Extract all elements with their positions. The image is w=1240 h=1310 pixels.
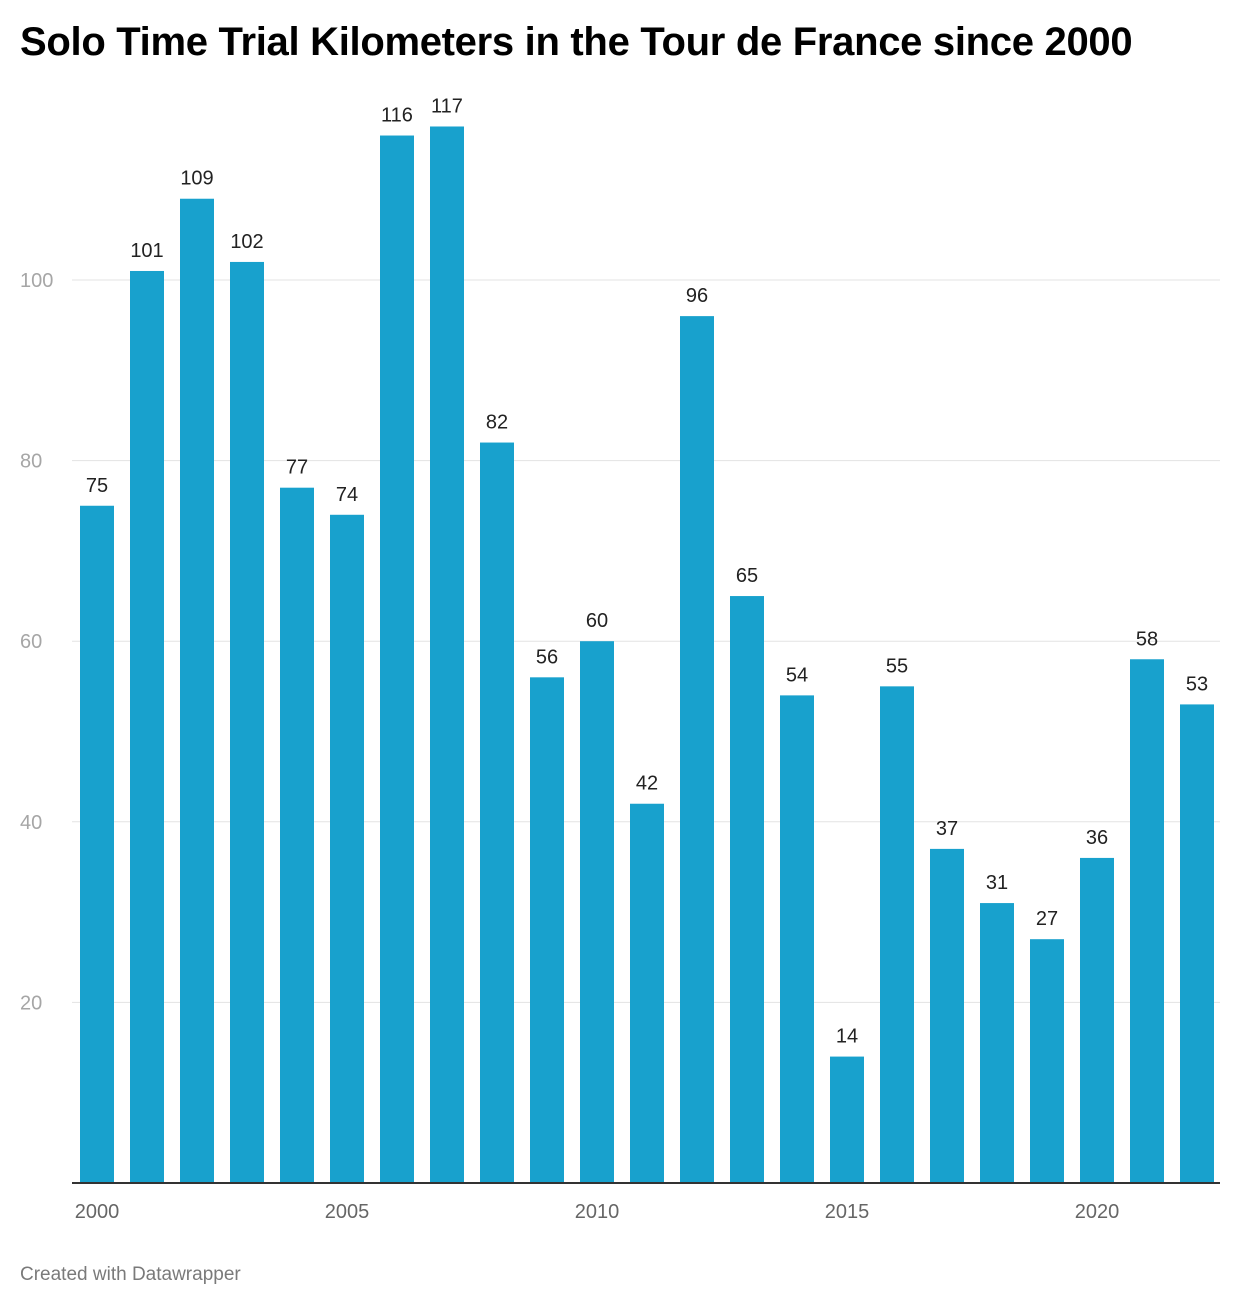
bar-2002	[180, 198, 214, 1184]
bar-2006	[380, 135, 414, 1183]
x-tick-label: 2020	[1075, 1201, 1120, 1223]
data-label: 53	[1186, 673, 1208, 695]
bar-2007	[430, 126, 464, 1184]
data-label: 58	[1136, 628, 1158, 650]
bar-2014	[780, 695, 814, 1183]
bar-2022	[1180, 704, 1214, 1183]
x-tick-label: 2000	[75, 1201, 120, 1223]
bar-2015	[830, 1056, 864, 1183]
x-axis-ticks: 2000 2005 2010 2015 2020	[75, 1201, 1120, 1223]
bar-2010	[580, 641, 614, 1183]
bar-2012	[680, 316, 714, 1183]
bar-2020	[1080, 857, 1114, 1183]
bar-2018	[980, 903, 1014, 1183]
data-label: 75	[86, 475, 108, 497]
bar-2003	[230, 261, 264, 1183]
data-label: 60	[586, 610, 608, 632]
data-label: 96	[686, 285, 708, 307]
data-label: 36	[1086, 827, 1108, 849]
bar-2016	[880, 686, 914, 1183]
data-label: 54	[786, 664, 808, 686]
y-axis-ticks: 20 40 60 80 100	[20, 270, 53, 1014]
bar-2021	[1130, 659, 1164, 1183]
bar-2011	[630, 803, 664, 1183]
data-label: 37	[936, 818, 958, 840]
data-label: 56	[536, 646, 558, 668]
data-label: 116	[381, 105, 413, 127]
x-tick-label: 2010	[575, 1201, 620, 1223]
bar-2008	[480, 442, 514, 1183]
y-tick-label: 20	[20, 992, 42, 1014]
bar-2019	[1030, 939, 1064, 1183]
data-label: 65	[736, 565, 758, 587]
data-label: 82	[486, 412, 508, 434]
data-labels: 75 101 109 102 77 74 116 117 82 56 60 42 96 65 54 14 55 3…	[86, 95, 1208, 1047]
data-label: 74	[336, 484, 358, 506]
y-tick-label: 60	[20, 631, 42, 653]
bar-2005	[330, 514, 364, 1183]
data-label: 42	[636, 773, 658, 795]
data-label: 55	[886, 655, 908, 677]
y-tick-label: 40	[20, 812, 42, 834]
y-tick-label: 100	[20, 270, 53, 292]
chart-title: Solo Time Trial Kilometers in the Tour d…	[20, 20, 1133, 64]
bar-2004	[280, 487, 314, 1183]
data-label: 101	[130, 240, 163, 262]
data-label: 102	[230, 231, 263, 253]
data-label: 27	[1036, 908, 1058, 930]
y-tick-label: 80	[20, 451, 42, 473]
bar-2009	[530, 677, 564, 1183]
bar-2001	[130, 270, 164, 1184]
data-label: 109	[180, 168, 213, 190]
x-tick-label: 2015	[825, 1201, 870, 1223]
data-label: 31	[986, 872, 1008, 894]
footer-credit: Created with Datawrapper	[20, 1264, 241, 1285]
bar-2017	[930, 848, 964, 1183]
bar-2000	[80, 505, 114, 1183]
x-tick-label: 2005	[325, 1201, 370, 1223]
bar-2013	[730, 596, 764, 1183]
bars	[80, 126, 1214, 1184]
data-label: 14	[836, 1026, 858, 1048]
data-label: 117	[431, 95, 463, 117]
data-label: 77	[286, 457, 308, 479]
